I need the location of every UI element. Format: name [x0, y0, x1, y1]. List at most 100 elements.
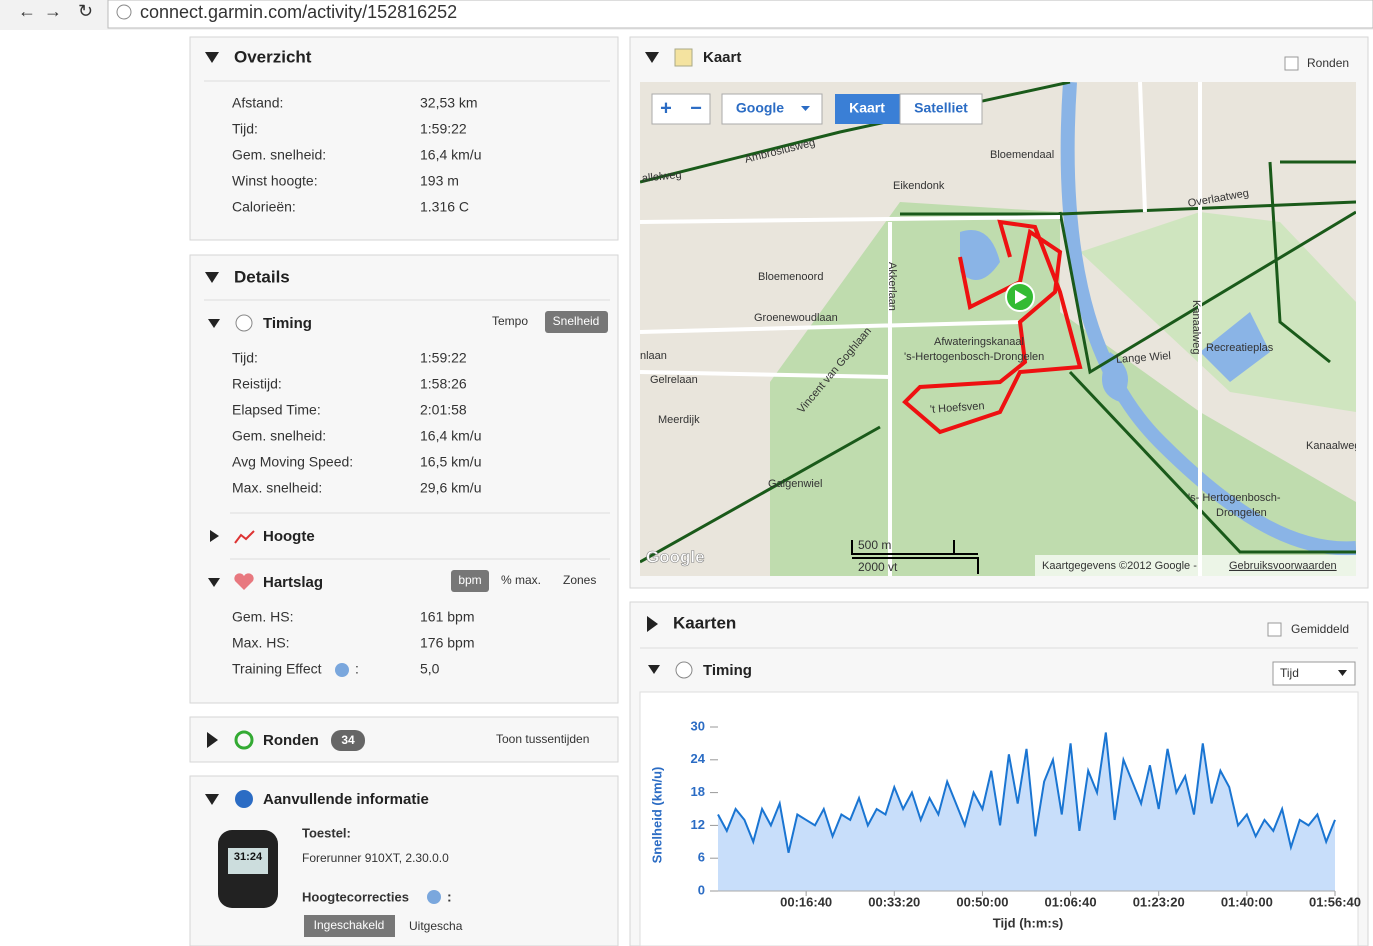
line	[717, 732, 1336, 853]
row-label: Reistijd:	[232, 376, 282, 392]
collapse-icon[interactable]	[648, 665, 660, 674]
row-label: Gem. snelheid:	[232, 147, 326, 163]
tab[interactable]: % max.	[501, 573, 541, 587]
attribution-bg	[1035, 555, 1356, 576]
mode[interactable]: Kaart	[849, 100, 885, 116]
zoom-out[interactable]: −	[690, 97, 702, 119]
map-label: Lange Wiel	[1116, 350, 1172, 366]
map-label: Eikendonk	[893, 180, 945, 192]
forward-button[interactable]: →	[44, 1, 62, 21]
address-bar[interactable]	[107, 0, 1373, 29]
map-label: Kanaalweg	[1306, 440, 1360, 452]
laps-icon	[234, 730, 254, 750]
play-icon	[1015, 290, 1027, 304]
tab-active[interactable]	[545, 311, 608, 333]
dropdown-arrow	[1338, 670, 1347, 676]
collapse-icon[interactable]	[205, 794, 219, 805]
park	[1080, 212, 1356, 412]
row-value: 16,4 km/u	[420, 147, 481, 163]
link[interactable]: Toon tussentijden	[496, 732, 589, 746]
toggle-active[interactable]	[304, 915, 395, 937]
tab-active[interactable]	[451, 570, 489, 592]
row-value: 161 bpm	[420, 609, 474, 625]
clock-icon	[235, 314, 253, 332]
y-tick-label: 0	[698, 882, 705, 897]
x-tick-label: 01:40:00	[1221, 894, 1273, 909]
row-value: 16,5 km/u	[420, 454, 481, 470]
url: connect.garmin.com/activity/152816252	[140, 2, 457, 22]
mode[interactable]: Satelliet	[914, 100, 968, 116]
section-title: Timing	[703, 662, 752, 679]
tab[interactable]: Zones	[563, 573, 596, 587]
x-tick-label: 01:23:20	[1133, 894, 1185, 909]
provider[interactable]: Google	[736, 100, 784, 116]
x-tick-label: 00:16:40	[780, 894, 832, 909]
x-tick-label: 00:33:20	[868, 894, 920, 909]
map-label: 't Hoefsven	[930, 400, 985, 416]
mode-active[interactable]	[835, 94, 900, 124]
y-tick-label: 6	[698, 850, 705, 865]
select[interactable]	[1272, 661, 1356, 686]
section-title: Hoogte	[263, 528, 315, 545]
info-icon	[235, 790, 253, 808]
help-icon[interactable]	[427, 890, 441, 904]
dropdown-arrow	[801, 106, 810, 111]
row-label: Max. snelheid:	[232, 480, 322, 496]
scale-label: 500 m	[858, 538, 891, 552]
select-value[interactable]: Tijd	[1280, 666, 1299, 680]
terms-link[interactable]: Gebruiksvoorwaarden	[1229, 560, 1337, 572]
tab[interactable]: Snelheid	[553, 314, 600, 328]
row-value: 193 m	[420, 173, 459, 189]
zoom-in[interactable]: +	[660, 97, 672, 119]
row-label: Gem. snelheid:	[232, 428, 326, 444]
map-label: Akkerlaan	[886, 262, 898, 311]
row-value: 16,4 km/u	[420, 428, 481, 444]
panel-title: Kaart	[703, 49, 741, 66]
collapse-icon[interactable]	[645, 52, 659, 63]
map-label: Bloemenoord	[758, 271, 823, 283]
expand-icon[interactable]	[210, 530, 219, 542]
tab[interactable]: Tempo	[492, 314, 528, 328]
row-label: Tijd:	[232, 350, 258, 366]
canal	[1060, 82, 1356, 556]
row-value: 32,53 km	[420, 95, 478, 111]
row-label: Avg Moving Speed:	[232, 454, 353, 470]
map-icon	[674, 48, 693, 67]
map-label: Gelrelaan	[650, 374, 698, 386]
water	[960, 230, 1270, 402]
expand-icon[interactable]	[647, 616, 658, 632]
road	[640, 82, 1202, 576]
checkbox[interactable]	[1284, 56, 1299, 71]
row-label: Elapsed Time:	[232, 402, 321, 418]
watch-screen	[228, 848, 268, 874]
row-value: 1:59:22	[420, 350, 467, 366]
row-value: 1.316 C	[420, 199, 469, 215]
zoom-control[interactable]	[651, 93, 711, 125]
collapse-icon[interactable]	[205, 272, 219, 283]
collapse-icon[interactable]	[208, 578, 220, 587]
toggle[interactable]: Ingeschakeld	[314, 918, 385, 932]
panel-title: Overzicht	[234, 47, 312, 66]
x-tick-label: 01:56:40	[1309, 894, 1361, 909]
attribution: Kaartgegevens ©2012 Google -	[1042, 560, 1197, 572]
laps-panel	[189, 716, 619, 763]
reload-button[interactable]: ↻	[78, 1, 93, 21]
row-label: Gem. HS:	[232, 609, 293, 625]
toggle[interactable]: Uitgescha	[409, 919, 463, 933]
expand-icon[interactable]	[207, 732, 218, 748]
help-icon[interactable]	[335, 663, 349, 677]
y-tick-label: 30	[691, 718, 705, 733]
y-tick-label: 12	[691, 817, 705, 832]
mode-button[interactable]	[899, 93, 983, 125]
back-button[interactable]: ←	[18, 1, 36, 21]
tab[interactable]: bpm	[458, 573, 481, 587]
label: Toestel:	[302, 825, 351, 840]
row-value: 1:58:26	[420, 376, 467, 392]
checkbox[interactable]	[1267, 622, 1282, 637]
scale-label: 2000 vt	[858, 560, 898, 574]
row-label: Calorieën:	[232, 199, 296, 215]
collapse-icon[interactable]	[205, 52, 219, 63]
map[interactable]: AmbrosiuswegallelwegBloemendaalEikendonk…	[640, 82, 1360, 576]
collapse-icon[interactable]	[208, 319, 220, 328]
panel-title: Kaarten	[673, 613, 736, 632]
